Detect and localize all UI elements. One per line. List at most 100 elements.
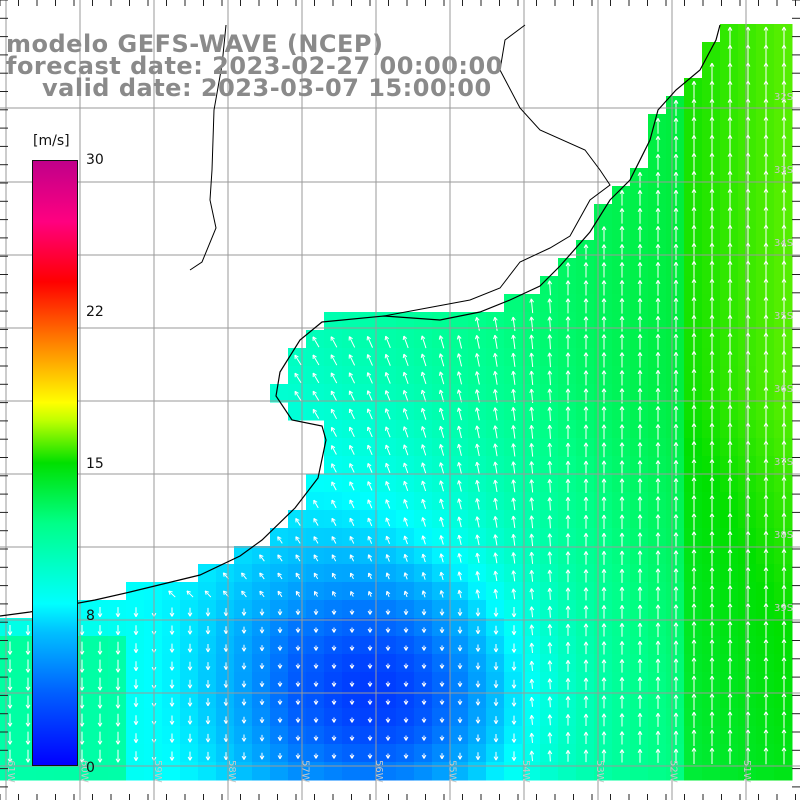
wind-cell (450, 762, 469, 781)
wind-cell (738, 96, 757, 115)
wind-arrow (511, 715, 517, 725)
wind-cell (774, 78, 793, 97)
wind-arrow (547, 551, 553, 565)
wind-arrow (547, 714, 553, 726)
wind-arrow (763, 206, 769, 225)
wind-arrow (367, 499, 373, 509)
wind-cell (666, 384, 685, 403)
wind-arrow (403, 499, 409, 509)
wind-cell (144, 618, 163, 637)
wind-cell (594, 528, 613, 547)
wind-arrow (727, 62, 733, 81)
wind-cell (324, 762, 343, 781)
wind-arrow (781, 62, 787, 81)
wind-cell (432, 672, 451, 691)
wind-cell (774, 186, 793, 205)
wind-arrow (331, 572, 337, 580)
wind-cell (720, 402, 739, 421)
wind-cell (666, 582, 685, 601)
wind-cell (486, 708, 505, 727)
wind-cell (702, 492, 721, 511)
wind-arrow (133, 715, 139, 725)
wind-cell (144, 672, 163, 691)
wind-arrow (709, 242, 715, 261)
lat-label: 37S (774, 457, 793, 468)
wind-arrow (673, 243, 679, 260)
lon-label: 56W (373, 760, 384, 783)
wind-arrow (691, 729, 697, 746)
wind-cell (756, 312, 775, 331)
wind-arrow (25, 677, 31, 691)
wind-cell (630, 204, 649, 223)
wind-cell (774, 654, 793, 673)
wind-cell (306, 366, 325, 385)
wind-cell (540, 708, 559, 727)
wind-arrow (655, 298, 661, 314)
wind-cell (738, 24, 757, 43)
wind-cell (594, 618, 613, 637)
wind-arrow (655, 153, 661, 170)
wind-arrow (655, 135, 661, 152)
wind-arrow (7, 641, 13, 655)
wind-arrow (673, 261, 679, 278)
wind-cell (306, 600, 325, 619)
wind-arrow (727, 170, 733, 189)
wind-arrow (511, 533, 517, 546)
wind-cell (666, 762, 685, 781)
wind-cell (666, 708, 685, 727)
wind-arrow (277, 609, 283, 616)
wind-cell (198, 708, 217, 727)
wind-arrow (583, 514, 589, 529)
wind-arrow (529, 497, 535, 511)
wind-arrow (691, 333, 697, 351)
wind-cell (432, 600, 451, 619)
wind-arrow (456, 389, 463, 403)
wind-arrow (619, 406, 625, 422)
wind-arrow (241, 662, 247, 670)
wind-cell (324, 384, 343, 403)
wind-arrow (295, 699, 301, 705)
wind-cell (216, 618, 235, 637)
wind-cell (486, 672, 505, 691)
wind-cell (270, 744, 289, 763)
wind-arrow (763, 729, 769, 747)
wind-cell (594, 744, 613, 763)
wind-arrow (709, 423, 715, 441)
wind-arrow (673, 712, 679, 728)
wind-arrow (781, 296, 787, 315)
wind-arrow (403, 645, 409, 651)
wind-cell (414, 744, 433, 763)
wind-arrow (763, 440, 769, 459)
wind-cell (720, 42, 739, 61)
wind-arrow (781, 332, 787, 351)
wind-cell (270, 384, 289, 403)
wind-arrow (348, 426, 355, 438)
wind-arrow (403, 627, 409, 633)
wind-cell (594, 420, 613, 439)
wind-cell (594, 276, 613, 295)
wind-cell (756, 294, 775, 313)
wind-cell (684, 204, 703, 223)
wind-cell (234, 708, 253, 727)
wind-arrow (493, 407, 498, 421)
wind-cell (396, 654, 415, 673)
wind-arrow (583, 677, 589, 691)
wind-arrow (331, 735, 337, 741)
wind-arrow (529, 298, 534, 314)
lon-label: 58W (226, 760, 237, 783)
wind-cell (126, 708, 145, 727)
wind-cell (558, 402, 577, 421)
wind-arrow (655, 640, 661, 656)
wind-cell (396, 636, 415, 655)
wind-cell (648, 600, 667, 619)
wind-cell (342, 618, 361, 637)
wind-cell (126, 726, 145, 745)
wind-cell (720, 78, 739, 97)
wind-arrow (691, 134, 697, 153)
wind-arrow (637, 749, 643, 763)
wind-cell (666, 168, 685, 187)
wind-cell (684, 150, 703, 169)
wind-cell (756, 582, 775, 601)
wind-arrow (529, 570, 535, 582)
wind-cell (594, 312, 613, 331)
